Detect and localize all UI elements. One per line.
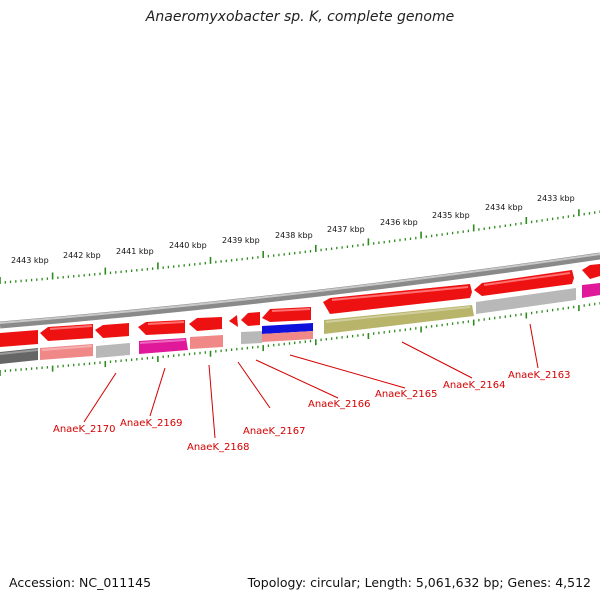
genome-summary-text: Topology: circular; Length: 5,061,632 bp… [247,575,591,590]
accession-text: Accession: NC_011145 [9,575,152,590]
gene-label-anaek-2163: AnaeK_2163 [508,370,570,381]
cds-arrow [582,264,600,279]
gene-label-anaek-2169: AnaeK_2169 [120,418,182,429]
kbp-label: 2435 kbp [432,211,470,220]
callout-line [529,323,539,369]
feature-block [241,331,262,344]
cds-arrow [241,312,260,326]
gene-label-anaek-2164: AnaeK_2164 [443,380,505,391]
cds-arrow [229,315,238,327]
genome-backbone [0,252,600,329]
page-title: Anaeromyxobacter sp. K, complete genome [145,9,455,25]
feature-block [96,343,130,358]
cds-arrow [323,284,472,314]
kbp-labels: 2443 kbp 2442 kbp 2441 kbp 2440 kbp 2439… [11,194,575,265]
gene-label-anaek-2170: AnaeK_2170 [53,424,115,435]
gene-label-anaek-2168: AnaeK_2168 [187,442,249,453]
feature-block [139,338,188,354]
gene-label-anaek-2167: AnaeK_2167 [243,426,305,437]
feature-block [476,288,576,314]
feature-block [582,283,600,298]
kbp-label: 2438 kbp [275,231,313,240]
cds-arrow [0,330,38,347]
feature-block [324,305,474,334]
feature-block [262,331,313,342]
gene-label-anaek-2166: AnaeK_2166 [308,399,370,410]
outer-ruler [0,209,600,284]
callout-line [255,359,339,399]
kbp-label: 2443 kbp [11,256,49,265]
kbp-label: 2434 kbp [485,203,523,212]
feature-block [0,348,38,364]
kbp-label: 2436 kbp [380,218,418,227]
callout-line [401,341,473,379]
cds-arrow [95,323,129,338]
kbp-label: 2437 kbp [327,225,365,234]
gene-labels: AnaeK_2170 AnaeK_2169 AnaeK_2168 AnaeK_2… [53,370,570,453]
callout-line [83,372,117,423]
feature-block [190,335,223,349]
cds-arrow [189,317,222,331]
feature-block [40,344,93,360]
inner-ruler [0,302,600,376]
gene-label-anaek-2165: AnaeK_2165 [375,389,437,400]
kbp-label: 2442 kbp [63,251,101,260]
feature-block [262,323,313,334]
kbp-label: 2441 kbp [116,247,154,256]
callout-line [237,361,271,409]
callout-line [149,367,166,417]
callout-line [289,354,406,389]
other-features [0,283,600,364]
kbp-label: 2440 kbp [169,241,207,250]
kbp-label: 2433 kbp [537,194,575,203]
callout-line [208,364,216,439]
kbp-label: 2439 kbp [222,236,260,245]
cds-features-top [0,264,600,347]
gene-callouts [83,323,539,439]
